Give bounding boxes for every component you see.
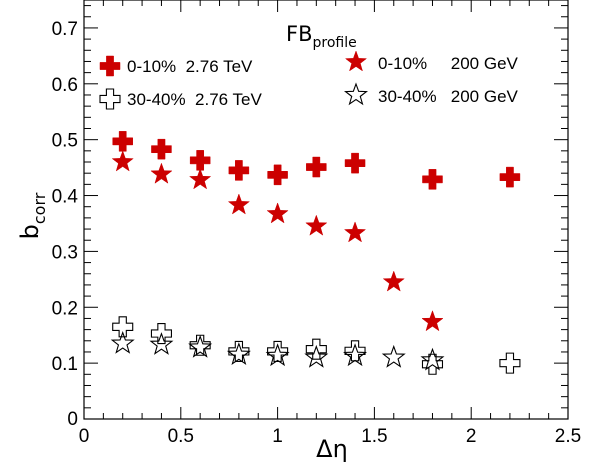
data-point-series-2 — [266, 202, 289, 224]
y-tick-label: 0.5 — [52, 131, 78, 152]
data-point-series-2 — [227, 193, 251, 215]
data-point-series-0 — [267, 164, 288, 186]
data-point-series-2 — [111, 150, 134, 172]
data-point-series-0 — [228, 160, 250, 181]
legend-label: 30-40% 2.76 TeV — [127, 90, 262, 109]
legend-entry-3: 30-40% 200 GeV — [343, 82, 519, 106]
chart-title: FBprofile — [286, 22, 357, 51]
chart-title-main: FB — [286, 22, 313, 46]
data-point-series-3 — [265, 343, 290, 367]
data-point-series-1 — [112, 316, 134, 338]
legend-marker-shape — [343, 82, 369, 106]
y-tick-label: 0.4 — [52, 187, 79, 208]
data-point-series-3 — [188, 334, 213, 358]
data-point-series-2 — [305, 214, 328, 236]
data-points — [110, 131, 521, 375]
data-point-series-2 — [343, 221, 367, 243]
x-tick-label: 2.5 — [555, 426, 581, 447]
x-tick-label: 1.5 — [361, 426, 387, 447]
y-tick-label: 0.7 — [52, 19, 78, 40]
data-point-series-0 — [189, 150, 211, 171]
data-point-series-0 — [422, 169, 443, 190]
legend-label: 30-40% 200 GeV — [378, 87, 519, 106]
x-tick-label: 0 — [79, 426, 90, 447]
data-point-series-3 — [343, 343, 368, 367]
data-point-series-0 — [151, 138, 172, 160]
data-point-series-3 — [304, 344, 329, 368]
legend: 0-10% 2.76 TeV 30-40% 2.76 TeV 0-10% 200… — [99, 50, 519, 110]
y-tick-label: 0.2 — [52, 298, 78, 319]
data-point-series-1 — [421, 353, 444, 375]
data-point-series-1 — [344, 340, 366, 362]
y-tick-label: 0.1 — [52, 354, 78, 375]
data-point-series-1 — [150, 322, 172, 345]
y-axis-label-subscript: corr — [30, 192, 49, 224]
y-axis-label-main: b — [16, 224, 44, 239]
legend-marker — [343, 82, 369, 106]
data-point-series-2 — [150, 162, 173, 184]
y-tick-label: 0.3 — [52, 242, 78, 263]
data-point-series-1 — [267, 340, 289, 362]
data-point-series-3 — [420, 347, 445, 371]
data-point-series-0 — [306, 156, 327, 178]
legend-entry-0: 0-10% 2.76 TeV — [99, 55, 253, 77]
legend-marker-shape — [99, 55, 121, 77]
data-point-series-1 — [189, 334, 211, 356]
legend-marker — [344, 50, 368, 72]
y-tick-label: 0 — [67, 409, 78, 430]
data-point-series-3 — [381, 344, 406, 368]
legend-entry-2: 0-10% 200 GeV — [344, 50, 519, 73]
legend-label: 0-10% 200 GeV — [378, 54, 519, 73]
x-tick-label: 1 — [272, 426, 283, 447]
legend-marker — [99, 55, 121, 77]
data-point-series-0 — [344, 152, 366, 174]
plot-frame — [83, 0, 569, 420]
x-axis-label: Δη — [316, 435, 348, 463]
y-axis-label: bcorr — [16, 192, 49, 239]
data-point-series-2 — [382, 270, 405, 292]
x-tick-label: 2 — [466, 426, 477, 447]
legend-marker-shape — [99, 88, 121, 110]
legend-marker — [99, 88, 121, 110]
data-point-series-0 — [112, 131, 133, 152]
data-point-series-3 — [226, 342, 251, 365]
y-tick-label: 0.6 — [52, 75, 78, 96]
data-point-series-1 — [305, 338, 327, 360]
legend-marker-shape — [344, 50, 368, 72]
legend-label: 0-10% 2.76 TeV — [127, 57, 253, 76]
data-point-series-3 — [149, 332, 174, 355]
data-point-series-3 — [110, 330, 135, 354]
data-point-series-1 — [499, 352, 521, 374]
data-point-series-2 — [188, 168, 212, 190]
x-tick-label: 0.5 — [168, 426, 194, 447]
data-point-series-2 — [421, 310, 444, 332]
legend-entry-1: 30-40% 2.76 TeV — [99, 88, 262, 110]
chart-title-subscript: profile — [313, 35, 357, 51]
data-point-series-0 — [499, 166, 521, 188]
